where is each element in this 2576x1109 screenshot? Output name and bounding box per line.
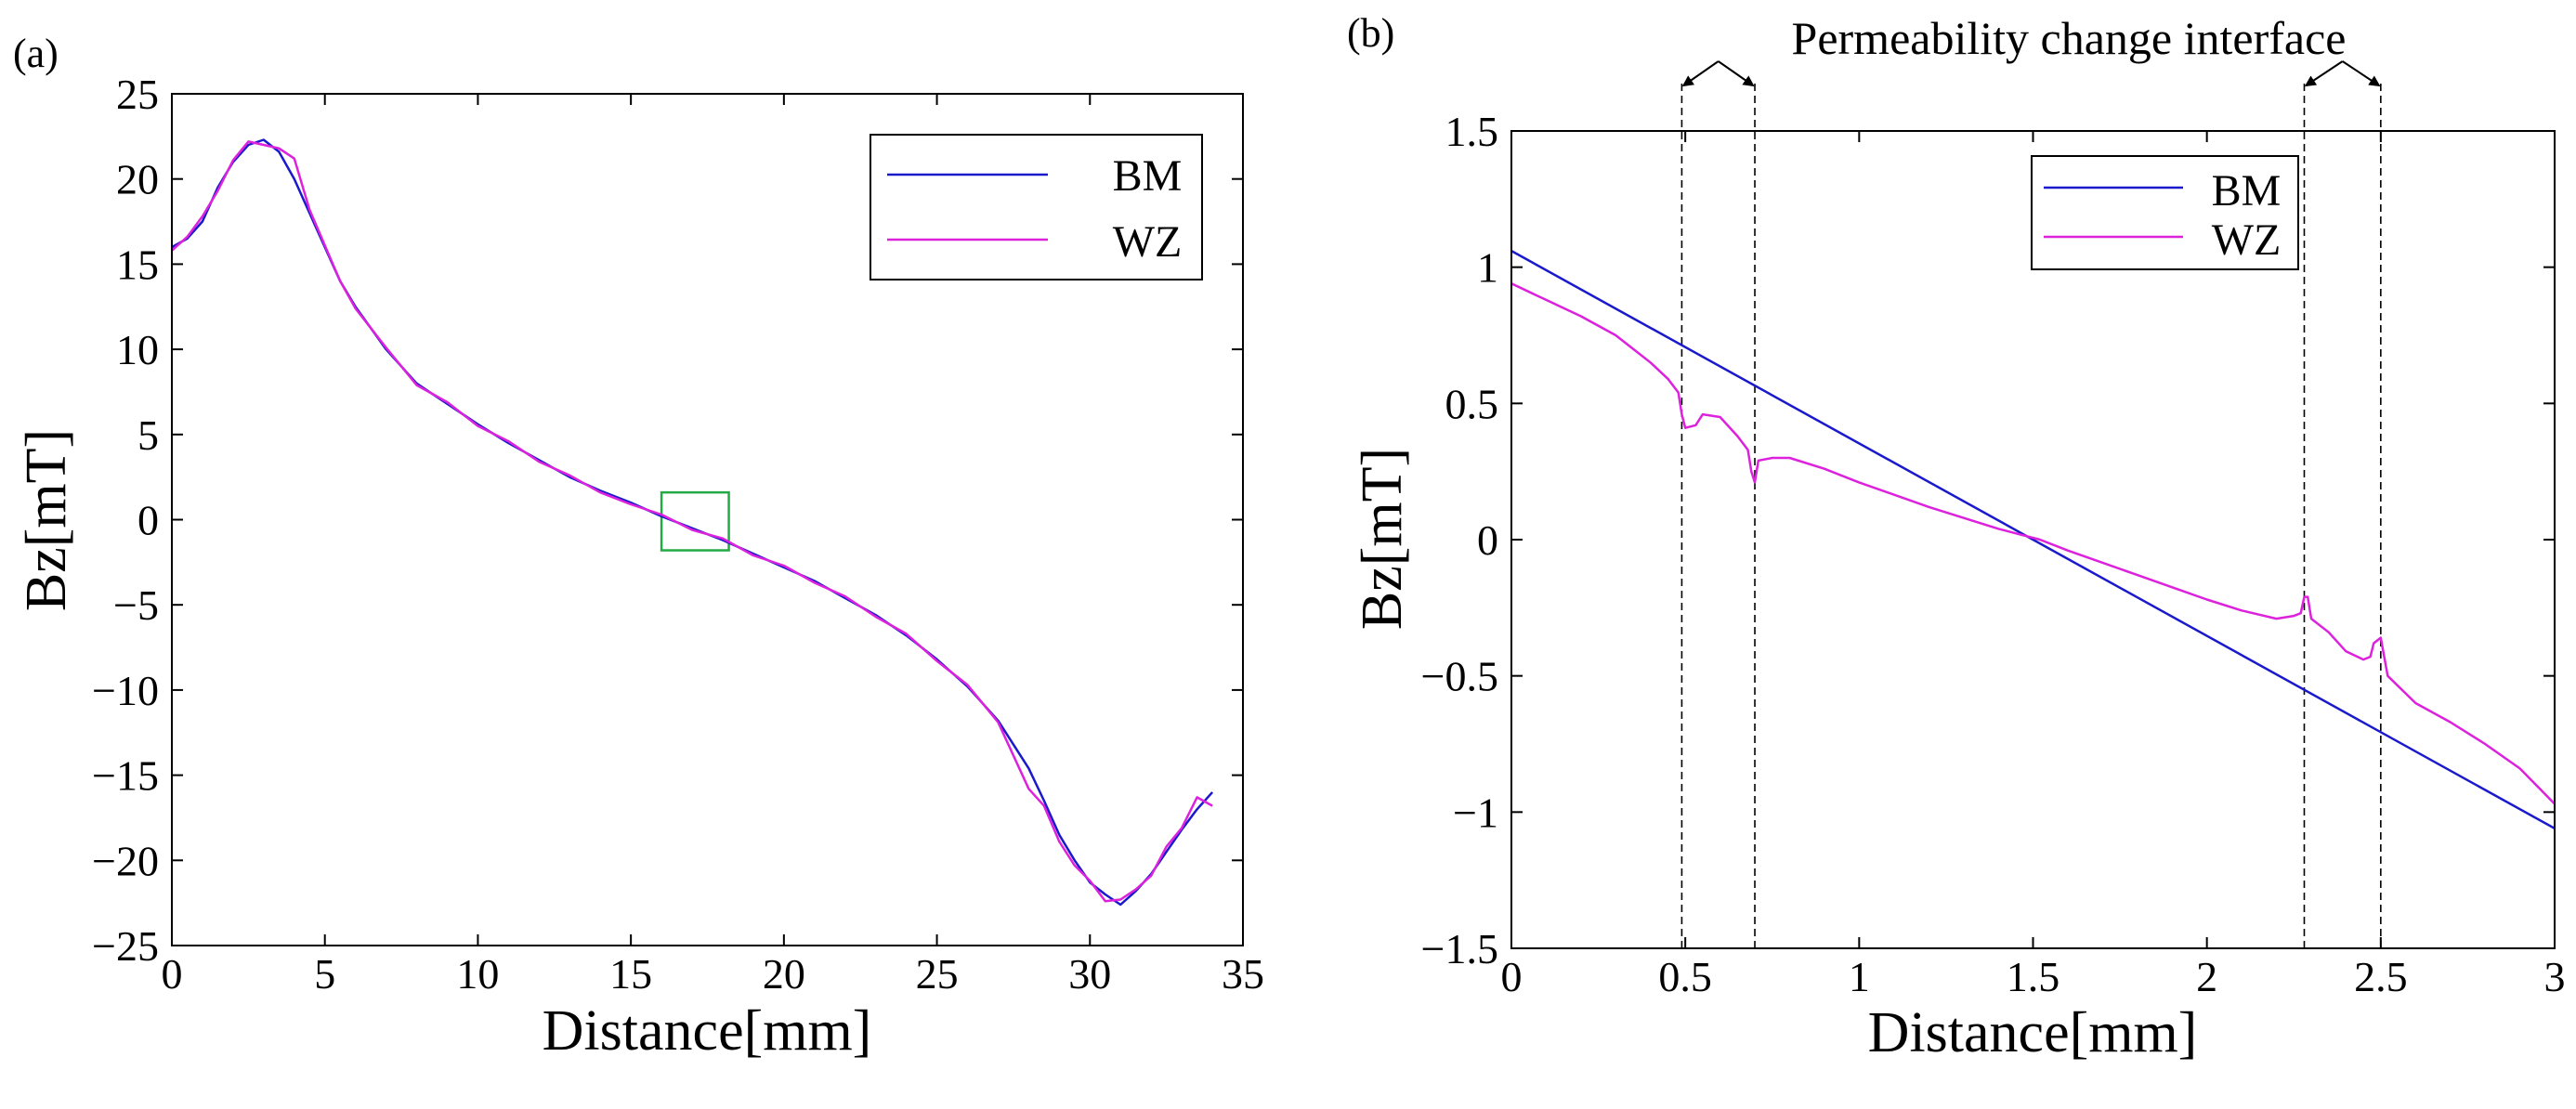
y-tick-label: −10: [92, 667, 159, 714]
chart-a-legend: BM WZ: [870, 134, 1203, 281]
y-tick-label: −25: [92, 922, 159, 970]
chart-a-y-axis-label: Bz[mT]: [15, 429, 78, 611]
y-tick-label: 0.5: [1445, 380, 1499, 427]
chart-b: (b) Permeability change interface 0 0.5 1 1…: [1347, 10, 2566, 1064]
chart-b-y-axis-label: Bz[mT]: [1351, 448, 1414, 630]
legend-a-label-bm: BM: [1113, 151, 1183, 201]
y-tick-label: −0.5: [1421, 653, 1498, 700]
chart-b-legend: BM WZ: [2031, 155, 2299, 270]
y-tick-label: 25: [116, 71, 159, 118]
y-tick-label: 0: [137, 497, 159, 544]
y-tick-label: 5: [137, 411, 159, 459]
y-tick-label: −20: [92, 837, 159, 884]
interface-arrow: [2342, 60, 2381, 87]
zoom-region-box: [660, 490, 730, 552]
chart-a-x-axis-label: Distance[mm]: [543, 999, 872, 1063]
y-tick-label: 1.5: [1445, 108, 1499, 155]
legend-b-label-bm: BM: [2212, 166, 2282, 215]
x-tick-label: 0.5: [1658, 953, 1712, 1000]
interface-arrows: [1681, 60, 2381, 87]
legend-b-label-wz: WZ: [2212, 215, 2282, 265]
y-tick-label: 0: [1477, 516, 1498, 564]
x-tick-label: 35: [1222, 950, 1264, 998]
interface-arrow: [1681, 60, 1720, 87]
y-tick-label: 20: [116, 156, 159, 203]
series-line-wz: [171, 140, 1213, 903]
x-tick-label: 0: [1501, 953, 1523, 1000]
x-tick-label: 20: [763, 950, 805, 998]
x-tick-label: 1: [1849, 953, 1870, 1000]
x-tick-label: 30: [1068, 950, 1111, 998]
x-tick-label: 25: [916, 950, 959, 998]
series-line-wz: [1510, 282, 2556, 805]
y-tick-label: −1.5: [1421, 925, 1498, 972]
annotation-permeability-interface: Permeability change interface: [1792, 12, 2347, 64]
legend-a-label-wz: WZ: [1113, 217, 1183, 267]
y-tick-label: −5: [113, 581, 159, 629]
x-tick-label: 2: [2196, 953, 2217, 1000]
chart-a-ticks: 0 5 10 15 20 25 30 35 25 20 15 10 5 0 −5 −10 −15 −20 −25: [92, 71, 1264, 998]
x-tick-label: 5: [314, 950, 335, 998]
chart-a-plot-frame: [171, 93, 1244, 946]
chart-b-plot-frame: [1510, 130, 2556, 949]
x-tick-label: 2.5: [2354, 953, 2408, 1000]
interface-arrow: [1718, 60, 1755, 87]
chart-a-legend-box: [870, 134, 1203, 281]
x-tick-label: 10: [456, 950, 499, 998]
x-tick-label: 1.5: [2007, 953, 2060, 1000]
panel-label-b: (b): [1347, 10, 1394, 56]
y-tick-label: 10: [116, 326, 159, 373]
chart-b-x-axis-label: Distance[mm]: [1868, 1001, 2198, 1064]
interface-arrow: [2304, 60, 2344, 87]
x-tick-label: 3: [2544, 953, 2566, 1000]
y-tick-label: −15: [92, 752, 159, 800]
y-tick-label: −1: [1453, 789, 1498, 836]
series-line-bm: [1510, 250, 2556, 829]
chart-a: (a) 0 5 10 15 20 25 30 35 25 20 15 10 5 0 −5 −10 −15 −20 −…: [13, 31, 1264, 1063]
chart-b-ticks: 0 0.5 1 1.5 2 2.5 3 1.5 1 0.5 0 −0.5 −1 −1.5: [1421, 108, 2566, 1000]
y-tick-label: 1: [1477, 244, 1498, 292]
y-tick-label: 15: [116, 241, 159, 288]
x-tick-label: 15: [609, 950, 652, 998]
x-tick-label: 0: [162, 950, 183, 998]
panel-label-a: (a): [13, 31, 59, 76]
chart-b-legend-box: [2031, 155, 2299, 270]
